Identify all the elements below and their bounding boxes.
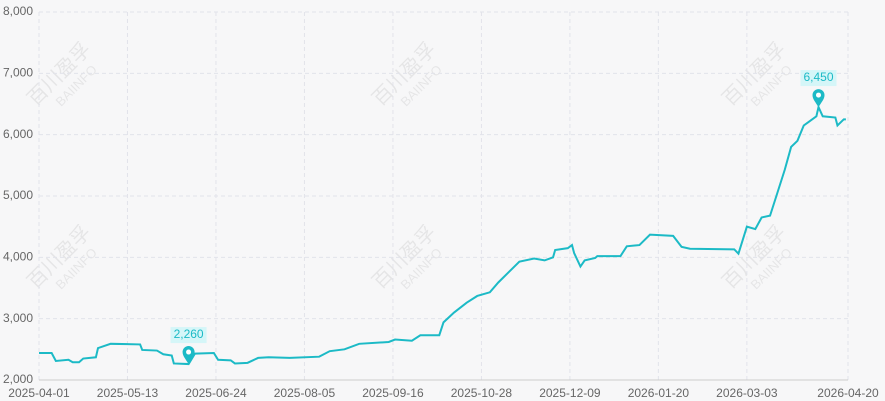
x-tick-label: 2025-04-01 [8, 386, 70, 400]
x-tick-label: 2026-03-03 [716, 386, 778, 400]
value-label: 6,450 [803, 70, 833, 84]
x-tick-label: 2026-01-20 [628, 386, 690, 400]
y-tick-label: 8,000 [3, 4, 33, 18]
x-tick-label: 2025-12-09 [539, 386, 601, 400]
x-tick-label: 2025-08-05 [274, 386, 336, 400]
y-tick-label: 6,000 [3, 127, 33, 141]
series-line [39, 103, 846, 366]
value-label-box [170, 327, 207, 344]
y-tick-label: 4,000 [3, 250, 33, 264]
x-tick-label: 2026-04-20 [817, 386, 879, 400]
y-tick-label: 7,000 [3, 66, 33, 80]
pin-dot [816, 92, 822, 98]
x-tick-label: 2025-10-28 [451, 386, 513, 400]
x-tick-label: 2025-06-24 [185, 386, 247, 400]
pin-marker [812, 89, 825, 108]
pin-marker [182, 346, 195, 365]
y-tick-label: 5,000 [3, 188, 33, 202]
value-label: 2,260 [174, 327, 204, 341]
pin-dot [186, 349, 192, 355]
value-label-box [800, 70, 837, 87]
y-tick-label: 3,000 [3, 311, 33, 325]
x-tick-label: 2025-09-16 [362, 386, 424, 400]
x-tick-label: 2025-05-13 [97, 386, 159, 400]
y-tick-label: 2,000 [3, 372, 33, 386]
